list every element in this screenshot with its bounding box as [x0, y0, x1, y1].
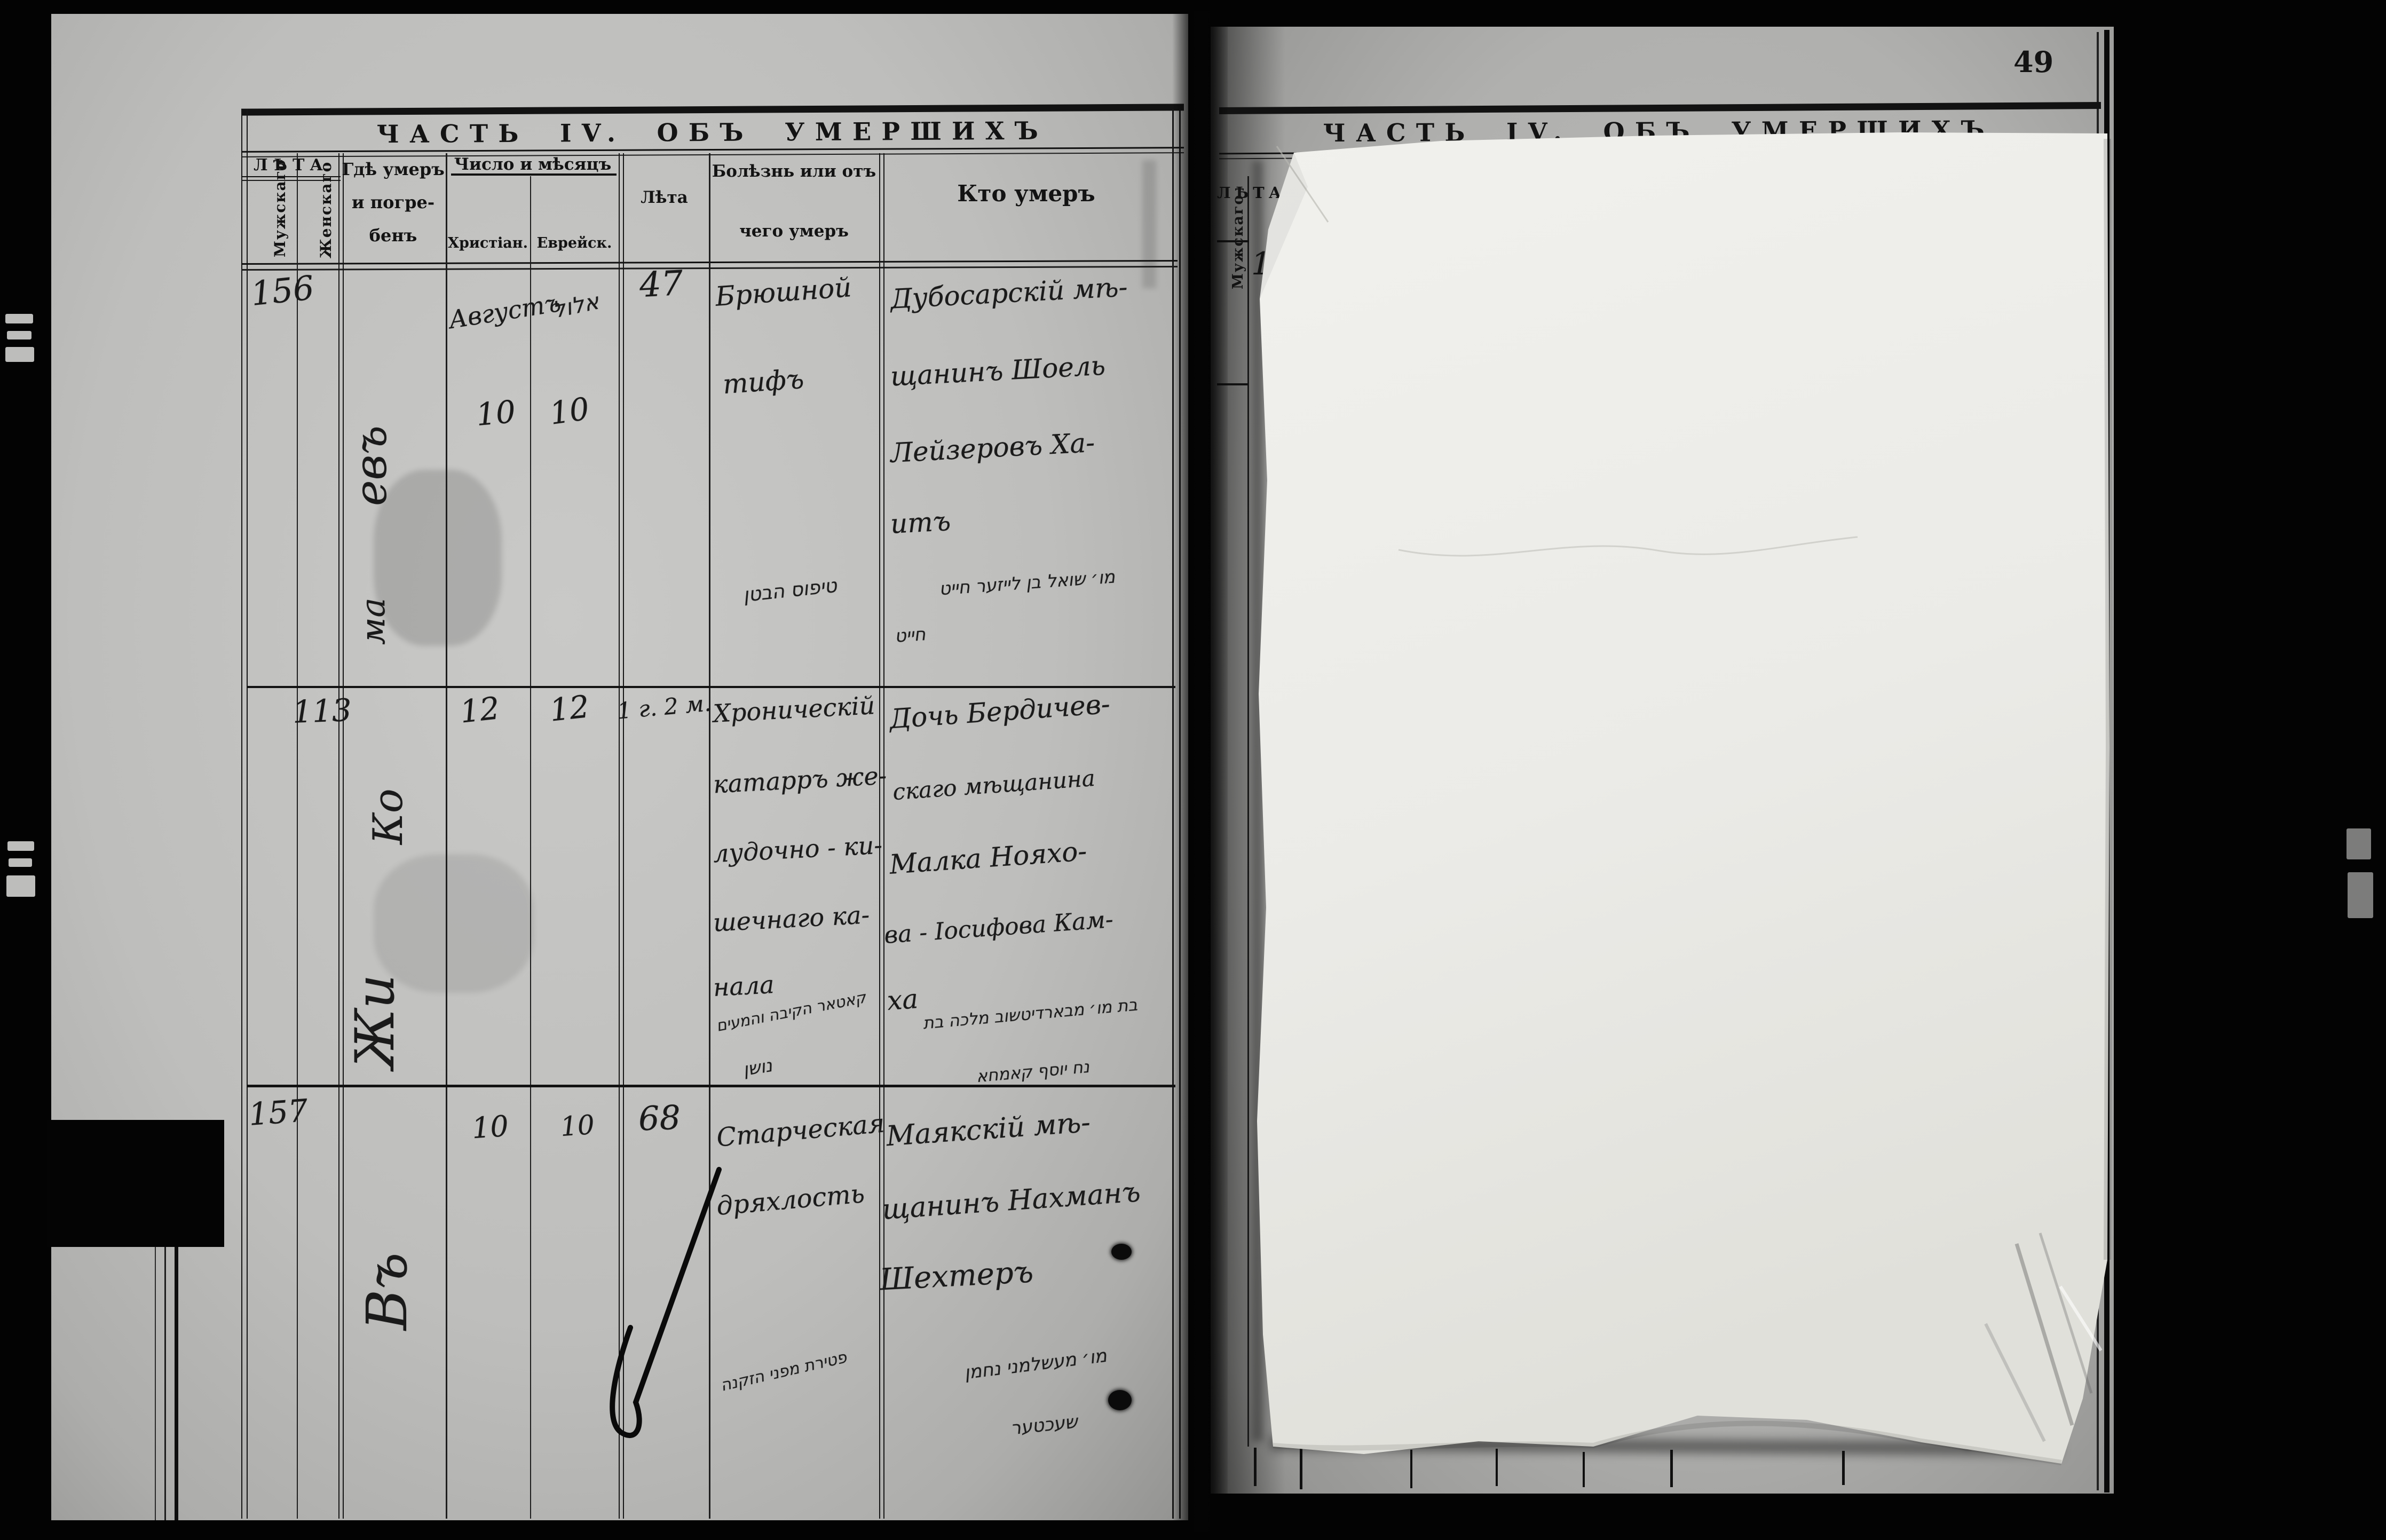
col-header-age: Лѣта — [641, 188, 688, 207]
film-edge-marking — [2347, 828, 2371, 859]
right-row-divider — [1217, 240, 1249, 242]
table-column-line — [619, 153, 624, 1519]
table-column-line — [297, 153, 298, 1519]
page-stack-edge — [175, 1246, 178, 1520]
entry-2-disease-line-5: нала — [712, 970, 775, 1002]
sheet-crack — [1398, 536, 1858, 557]
ink-blot — [1111, 1244, 1132, 1260]
col-header-date: Число и мѣсяцъ — [454, 155, 612, 174]
ink-blot — [1108, 1390, 1132, 1410]
right-table-column-line — [1247, 176, 1249, 1447]
column-line-stub — [1583, 1452, 1585, 1487]
white-cover-sheet — [1257, 132, 2114, 1465]
entry-2-place-note-1: Ко — [364, 788, 412, 844]
entry-3-age: 68 — [637, 1097, 682, 1139]
table-column-line — [709, 153, 710, 1519]
bleed-through-smudge — [374, 470, 502, 646]
entry-1-deceased-hebrew-2: חייט — [894, 623, 927, 646]
date-underline — [451, 173, 617, 176]
entry-2-christian-day: 12 — [458, 690, 502, 730]
film-edge-marking — [6, 875, 35, 897]
col-header-christian: Христіан. — [448, 235, 528, 251]
table-left-frame — [241, 109, 248, 1519]
left-register-title: ЧАСТЬ IV. ОБЪ УМЕРШИХЪ — [376, 116, 1049, 149]
film-edge-marking — [7, 331, 31, 339]
entry-3-place-note-1: Въ — [354, 1252, 420, 1330]
entry-1-jewish-day: 10 — [547, 390, 592, 432]
film-notch — [47, 1120, 224, 1247]
left-page — [51, 14, 1188, 1520]
column-line-stub — [1254, 1448, 1257, 1486]
entry-1-age: 47 — [638, 263, 684, 306]
entry-2-place-note-2: Жи — [344, 974, 406, 1069]
book-gutter — [1172, 11, 1228, 1532]
entry-1-place-note-1: евъ — [346, 425, 397, 506]
film-edge-marking — [5, 347, 34, 362]
entry-3-number: 157 — [247, 1092, 309, 1133]
col-header-years: ЛѢТА — [254, 156, 328, 175]
column-line-stub — [1496, 1449, 1498, 1486]
film-edge-marking — [7, 841, 34, 851]
page-stack-edge — [164, 1247, 166, 1520]
folio-page-number: 49 — [2013, 45, 2054, 79]
column-line-stub — [1410, 1450, 1412, 1488]
film-edge-marking — [2348, 872, 2373, 918]
entry-1-number: 156 — [249, 268, 316, 313]
col-header-where-2: и погре- — [351, 192, 435, 212]
right-row-divider — [1217, 383, 1248, 385]
row-divider — [247, 686, 1175, 688]
bleed-through-smudge — [374, 854, 534, 993]
film-edge-marking — [9, 858, 32, 867]
col-header-disease-1: Болѣзнь или отъ — [712, 162, 876, 181]
entry-3-christian-day: 10 — [470, 1109, 510, 1146]
page-stack-edge — [155, 1247, 156, 1520]
row-divider — [247, 1085, 1175, 1087]
table-column-line — [530, 176, 531, 1519]
col-header-where-3: бенъ — [369, 225, 417, 246]
table-column-line — [338, 153, 344, 1519]
entry-1-place-note-2: ма — [353, 597, 392, 645]
entry-2-number: 113 — [291, 692, 352, 730]
entry-1-disease-line-2: тифъ — [722, 363, 805, 400]
column-line-stub — [1670, 1450, 1673, 1487]
col-header-disease-2: чего умеръ — [739, 222, 849, 241]
col-header-jewish: Еврейск. — [536, 235, 612, 251]
film-edge-marking — [5, 314, 33, 323]
col-header-who: Кто умеръ — [957, 180, 1095, 207]
entry-2-jewish-day: 12 — [548, 688, 591, 729]
column-line-stub — [1842, 1451, 1845, 1485]
table-column-line — [879, 153, 884, 1519]
sheet-crease — [1276, 146, 1329, 223]
col-header-male: Мужскаго — [271, 159, 289, 257]
right-col-header-years: ЛѢТА — [1217, 184, 1286, 202]
table-column-line — [446, 153, 447, 1519]
entry-3-jewish-day: 10 — [559, 1109, 596, 1143]
entry-1-deceased-line-4: итъ — [889, 506, 952, 540]
col-header-female: Женскаго — [317, 161, 335, 258]
entry-1-christian-day: 10 — [475, 393, 517, 433]
years-underline — [241, 176, 341, 181]
entry-2-deceased-line-5: ха — [886, 983, 919, 1016]
pen-flourish-stroke — [610, 1167, 722, 1438]
col-header-where-1: Гдѣ умеръ — [342, 159, 445, 179]
column-line-stub — [1300, 1447, 1302, 1489]
bleed-through-smudge — [1142, 160, 1156, 288]
